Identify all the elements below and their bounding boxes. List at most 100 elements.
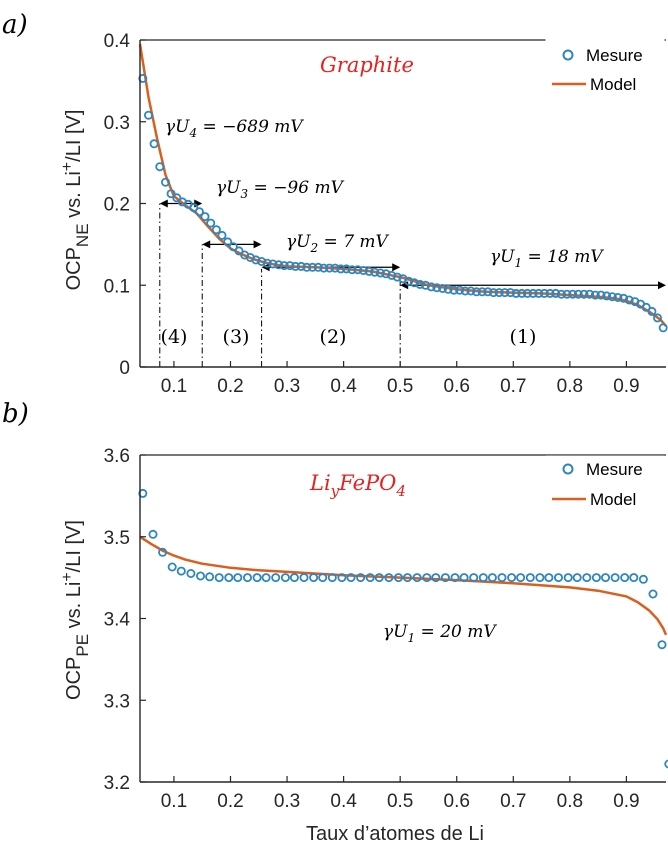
panel-a-annotation-u1-post: = 18 mV (522, 247, 604, 267)
series-mesure-point (233, 573, 243, 583)
series-mesure-point (392, 272, 402, 282)
series-mesure-point (347, 265, 357, 275)
series-mesure-point (607, 292, 617, 302)
series-mesure-point (601, 573, 611, 583)
panel-b-ylabel-sub: PE (73, 634, 92, 657)
panel-a-annotation-u2-post: = 7 mV (318, 232, 389, 252)
series-mesure-point (525, 573, 535, 583)
series-mesure-point (641, 302, 651, 312)
panel-b-ylabel: OCPPE vs. Li+/LI [V] (59, 520, 92, 700)
series-mesure-point (289, 573, 299, 583)
series-mesure-point (337, 573, 347, 583)
series-mesure-point (327, 573, 337, 583)
panel-a-annotation-u1: γU1 = 18 mV (490, 247, 604, 270)
series-mesure-point (629, 573, 639, 583)
series-mesure-point (657, 640, 667, 650)
series-mesure-point (422, 573, 432, 583)
series-mesure-point (469, 573, 479, 583)
panel-a-guides (159, 199, 666, 367)
panel-a-title: Graphite (320, 53, 414, 77)
series-mesure-point (466, 286, 476, 296)
series-mesure-point (551, 288, 561, 298)
series-mesure-point (544, 573, 554, 583)
series-mesure-point (358, 265, 368, 275)
series-mesure-point (155, 162, 165, 172)
panel-b-legend-measure-marker (562, 463, 574, 475)
arrow-head-right (392, 263, 401, 272)
y-tick-label: 3.2 (104, 773, 130, 794)
series-mesure-point (438, 283, 448, 293)
series-mesure-point (296, 261, 306, 271)
series-mesure-point (494, 288, 504, 298)
series-mesure-point (160, 177, 170, 187)
series-mesure-point (214, 573, 224, 583)
series-mesure-point (393, 573, 403, 583)
series-mesure-point (432, 283, 442, 293)
series-mesure-point (280, 573, 290, 583)
series-mesure-point (545, 288, 555, 298)
y-tick-label: 3.3 (104, 691, 130, 712)
panel-a-region-1: (1) (510, 326, 537, 348)
series-mesure-point (554, 573, 564, 583)
series-mesure-point (302, 262, 312, 272)
series-mesure-point (217, 230, 227, 240)
series-mesure-point (488, 288, 498, 298)
panel-a-region-3: (3) (223, 326, 250, 348)
series-mesure-point (505, 288, 515, 298)
panel-a-legend-box (545, 36, 665, 102)
series-mesure-point (562, 289, 572, 299)
panel-b-legend-model: Model (590, 490, 636, 509)
series-mesure-point (517, 288, 527, 298)
series-mesure-point (274, 260, 284, 270)
series-mesure-point (158, 547, 168, 557)
x-tick-label: 0.8 (557, 791, 583, 812)
panel-a-legend-measure-marker (562, 49, 574, 61)
panel-a-annotation-u3-post: = −96 mV (248, 178, 344, 198)
series-mesure-point (638, 574, 648, 584)
panel-a-annotation-u1-pre: γU (490, 247, 515, 267)
series-mesure-point (186, 569, 196, 579)
panel-b-axes: 0.1 0.2 0.3 0.4 0.5 0.6 0.7 0.8 0.9 3.2 3.3 3.4 3.5 3… (104, 446, 666, 812)
panel-b-label: b) (2, 399, 29, 429)
series-mesure-point (619, 293, 629, 303)
panel-a-region-2: (2) (320, 326, 347, 348)
y-tick-label: 0.3 (104, 113, 130, 134)
series-mesure-point (341, 264, 351, 274)
series-mesure-point (653, 313, 663, 323)
series-mesure-point (664, 759, 668, 769)
series-mesure-point (658, 323, 668, 333)
series-mesure-point (148, 529, 158, 539)
panel-b-annotation-u1-post: = 20 mV (415, 622, 497, 642)
panel-a-annotation-u2-pre: γU (286, 232, 311, 252)
panel-a-ylabel: OCPNE vs. Li+/LI [V] (59, 110, 92, 291)
series-mesure-point (261, 573, 271, 583)
series-mesure-point (573, 289, 583, 299)
panel-a-axes: 0.1 0.2 0.3 0.4 0.5 0.6 0.7 0.8 0.9 0 0.1 0.2 0.3 0.4 (104, 31, 666, 397)
panel-b-ylabel-base: OCP (63, 657, 85, 700)
x-tick-label: 0.2 (217, 791, 243, 812)
panel-b-annotation-u1-pre: γU (383, 622, 408, 642)
panel-a-ylabel-tail: /LI [V] (63, 110, 85, 162)
series-mesure-point (591, 573, 601, 583)
y-tick-label: 3.6 (104, 446, 130, 467)
series-mesure-point (412, 573, 422, 583)
panel-a-annotation-u2-sub: 2 (310, 241, 319, 255)
series-mesure-point (252, 573, 262, 583)
arrow-head-left (202, 240, 211, 249)
panel-a-ylabel-base: OCP (63, 247, 85, 290)
panel-a-annotation-u4-post: = −689 mV (197, 117, 304, 137)
series-mesure-point (528, 288, 538, 298)
series-mesure-point (364, 266, 374, 276)
panel-a-ylabel-rest: vs. Li (63, 171, 85, 223)
panel-a-annotation-u1-sub: 1 (515, 256, 523, 270)
series-mesure-point (516, 573, 526, 583)
series-mesure-point (374, 573, 384, 583)
series-mesure-point (426, 282, 436, 292)
series-mesure-point (511, 288, 521, 298)
x-tick-label: 0.3 (274, 791, 300, 812)
series-model-line (138, 43, 667, 327)
panel-a-annotation-u4-sub: 4 (189, 126, 198, 140)
series-mesure-point (620, 573, 630, 583)
series-mesure-point (387, 270, 397, 280)
